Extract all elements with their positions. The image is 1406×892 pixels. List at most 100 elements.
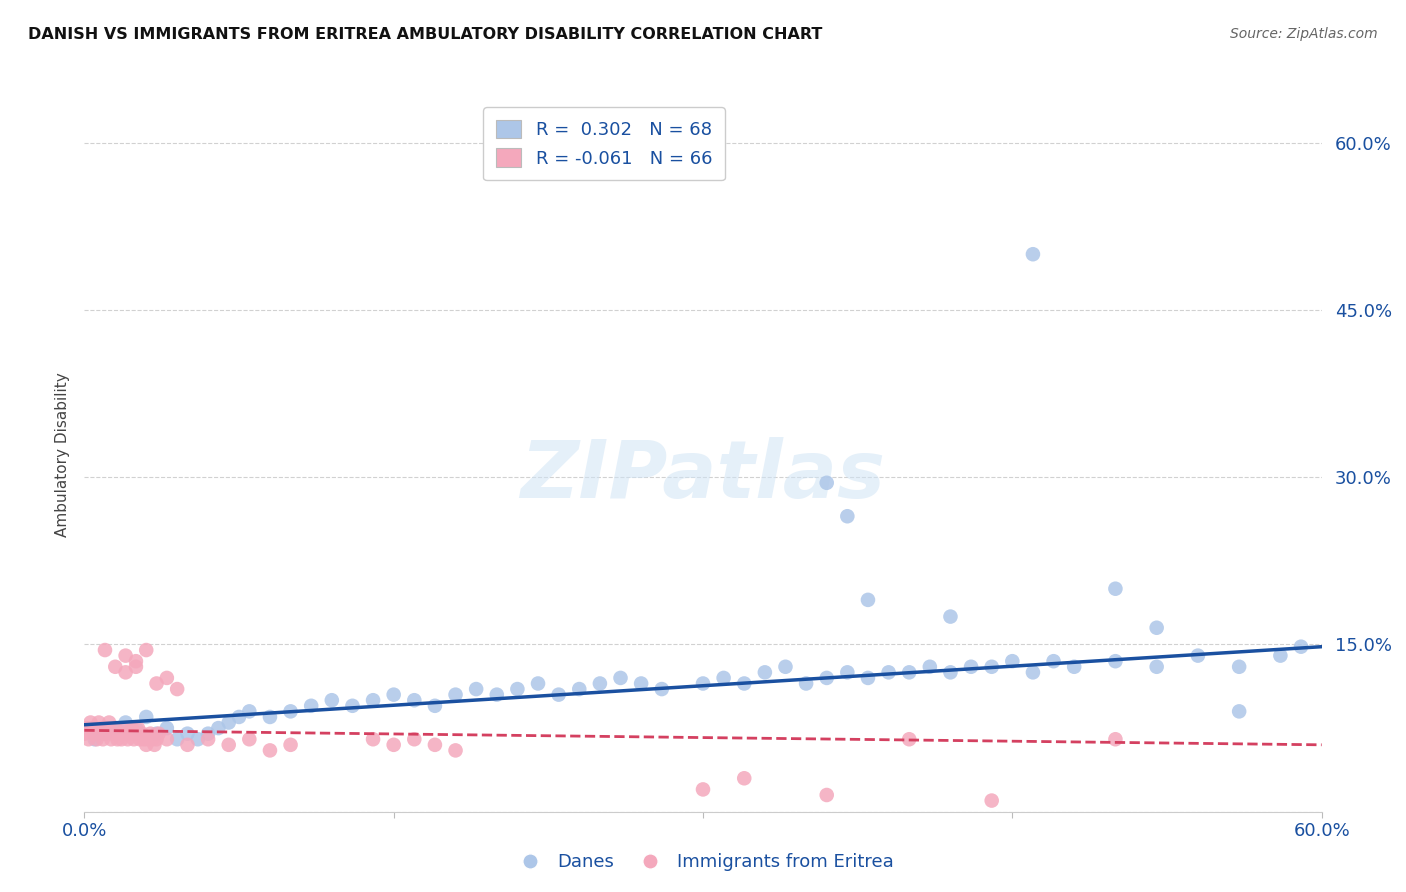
Point (135, 710, 157, 724)
Point (136, 732, 159, 747)
Point (125, 654, 148, 668)
Point (86, 732, 108, 747)
Point (1227, 660, 1250, 674)
Point (104, 660, 127, 674)
Point (207, 721, 229, 735)
Point (218, 715, 240, 730)
Point (568, 681, 591, 696)
Point (630, 676, 652, 690)
Point (939, 609, 962, 624)
Point (506, 681, 529, 696)
Point (127, 721, 149, 735)
Point (91, 732, 114, 747)
Point (112, 726, 135, 740)
Point (444, 688, 467, 702)
Point (733, 676, 755, 690)
Point (361, 732, 384, 747)
Point (218, 738, 240, 752)
Point (404, 693, 426, 707)
Point (713, 671, 735, 685)
Point (90, 721, 112, 735)
Point (73, 726, 96, 740)
Point (259, 710, 281, 724)
Point (651, 681, 673, 696)
Point (156, 721, 179, 735)
Point (156, 671, 179, 685)
Point (815, 788, 838, 802)
Point (589, 676, 612, 690)
Point (404, 732, 426, 747)
Point (1022, 665, 1045, 680)
Point (527, 676, 550, 690)
Text: DANISH VS IMMIGRANTS FROM ERITREA AMBULATORY DISABILITY CORRELATION CHART: DANISH VS IMMIGRANTS FROM ERITREA AMBULA… (28, 27, 823, 42)
Point (1001, 654, 1024, 668)
Point (1146, 660, 1168, 674)
Point (83, 732, 105, 747)
Point (122, 732, 145, 747)
Point (114, 648, 136, 663)
Point (299, 698, 322, 713)
Point (1270, 648, 1292, 663)
Point (108, 726, 131, 740)
Point (733, 771, 755, 786)
Point (815, 671, 838, 685)
Legend: Danes, Immigrants from Eritrea: Danes, Immigrants from Eritrea (505, 847, 901, 879)
Point (382, 688, 405, 702)
Point (918, 660, 941, 674)
Point (145, 726, 167, 740)
Point (148, 726, 170, 740)
Point (898, 665, 921, 680)
Point (114, 721, 136, 735)
Point (1146, 621, 1168, 635)
Point (939, 665, 962, 680)
Point (259, 743, 281, 757)
Point (238, 705, 260, 719)
Point (837, 665, 859, 680)
Point (121, 721, 143, 735)
Point (105, 732, 128, 747)
Point (980, 660, 1002, 674)
Point (960, 660, 983, 674)
Point (125, 721, 148, 735)
Point (83, 726, 105, 740)
Point (82, 721, 104, 735)
Point (98, 715, 121, 730)
Point (1227, 705, 1250, 719)
Point (1022, 247, 1045, 261)
Point (1104, 582, 1126, 596)
Legend: R =  0.302   N = 68, R = -0.061   N = 66: R = 0.302 N = 68, R = -0.061 N = 66 (484, 107, 724, 180)
Point (96, 721, 118, 735)
Point (197, 726, 219, 740)
Point (94, 726, 117, 740)
Point (754, 665, 776, 680)
Point (176, 738, 198, 752)
Point (877, 665, 900, 680)
Point (104, 721, 127, 735)
Point (134, 732, 156, 747)
Text: ZIPatlas: ZIPatlas (520, 437, 886, 516)
Point (114, 665, 136, 680)
Text: Source: ZipAtlas.com: Source: ZipAtlas.com (1230, 27, 1378, 41)
Point (94, 643, 117, 657)
Point (100, 732, 122, 747)
Point (1104, 654, 1126, 668)
Point (131, 726, 153, 740)
Point (898, 732, 921, 747)
Point (692, 676, 714, 690)
Point (382, 738, 405, 752)
Point (280, 738, 302, 752)
Point (77, 732, 100, 747)
Point (104, 721, 127, 735)
Y-axis label: Ambulatory Disability: Ambulatory Disability (55, 373, 70, 537)
Point (361, 693, 384, 707)
Point (176, 726, 198, 740)
Point (125, 726, 148, 740)
Point (187, 732, 209, 747)
Point (114, 715, 136, 730)
Point (444, 743, 467, 757)
Point (321, 693, 343, 707)
Point (856, 592, 879, 607)
Point (1289, 640, 1312, 654)
Point (465, 681, 488, 696)
Point (166, 681, 188, 696)
